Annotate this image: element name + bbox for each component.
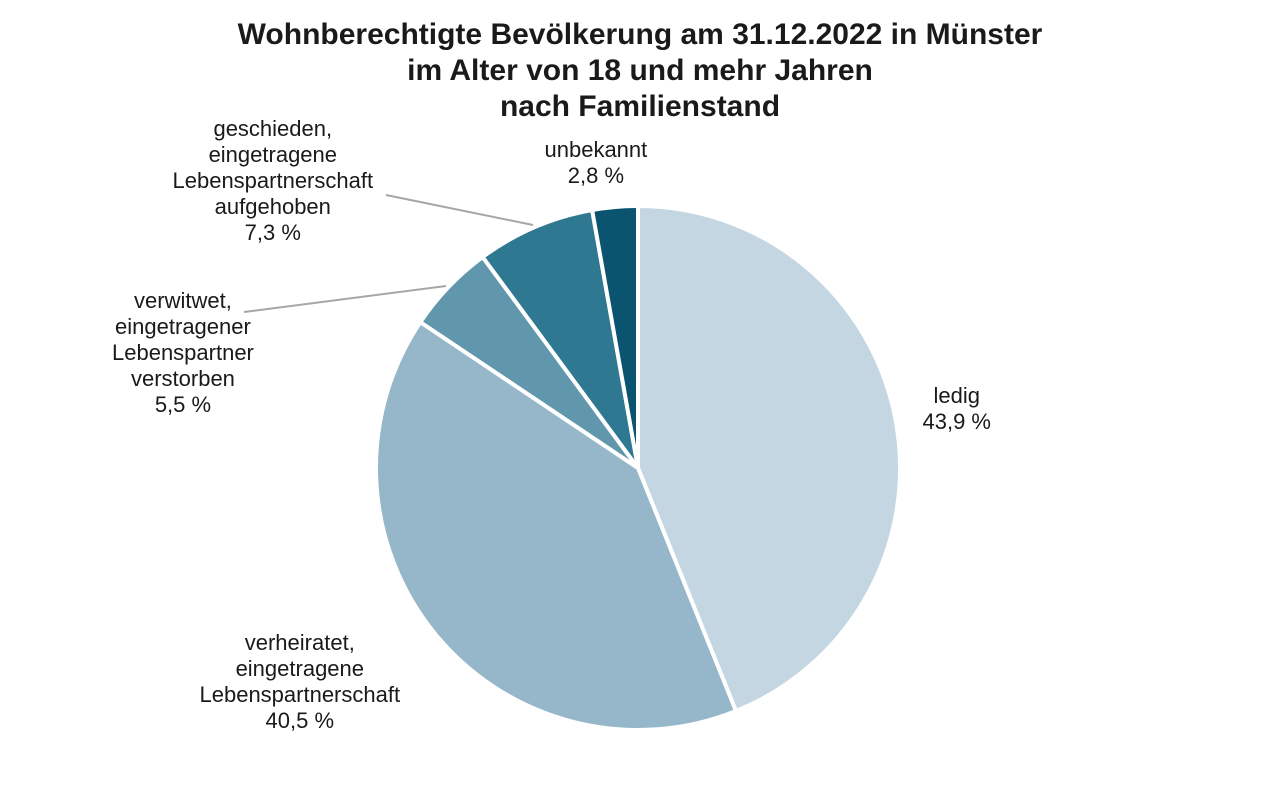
slice-value-label: 2,8 % [567,163,625,188]
pie-slices [374,203,902,732]
slice-label-text: ledig [933,383,980,408]
slice-label-text: aufgehoben [214,194,331,219]
slice-value-label: 7,3 % [244,220,301,245]
slice-label-text: eingetragene [235,656,365,681]
slice-value-label: 40,5 % [265,708,335,733]
leader-line-geschieden [385,194,534,226]
slice-label-verheiratet: verheiratet, eingetragene Lebenspartnersch… [200,630,401,734]
slice-label-unbekannt: unbekannt 2,8 % [545,137,648,189]
pie-slice-verheiratet [374,320,738,732]
slice-label-geschieden: geschieden, eingetragene Lebenspartnerscha… [173,116,374,246]
chart-title-line: im Alter von 18 und mehr Jahren [407,54,873,87]
slice-label-text: eingetragener [115,314,251,339]
slice-label-text: verwitwet, [134,288,232,313]
slice-label-text: verstorben [130,366,235,391]
slice-label-text: Lebenspartnerschaft [199,682,401,707]
slice-label-text: geschieden, [213,116,333,141]
slice-value-label: 5,5 % [154,392,212,417]
pie-slice-unbekannt [590,203,640,470]
slice-label-ledig: ledig 43,9 % [923,383,992,435]
slice-label-text: eingetragene [208,142,338,167]
leader-lines [243,194,534,313]
slice-value-label: 43,9 % [922,409,992,434]
chart-title-line: Wohnberechtigte Bevölkerung am 31.12.202… [237,18,1043,51]
chart-title-line: nach Familienstand [499,90,781,123]
leader-line-verwitwet [243,285,447,313]
slice-label-text: Lebenspartner [112,340,254,365]
pie-slice-ledig [636,204,902,713]
slice-label-verwitwet: verwitwet, eingetragener Lebenspartner vers… [112,288,254,418]
chart-title: Wohnberechtigte Bevölkerung am 31.12.202… [0,17,1280,125]
slice-label-text: verheiratet, [244,630,355,655]
pie-slice-geschieden [480,208,640,470]
slice-label-text: unbekannt [544,137,648,162]
slice-label-text: Lebenspartnerschaft [172,168,374,193]
